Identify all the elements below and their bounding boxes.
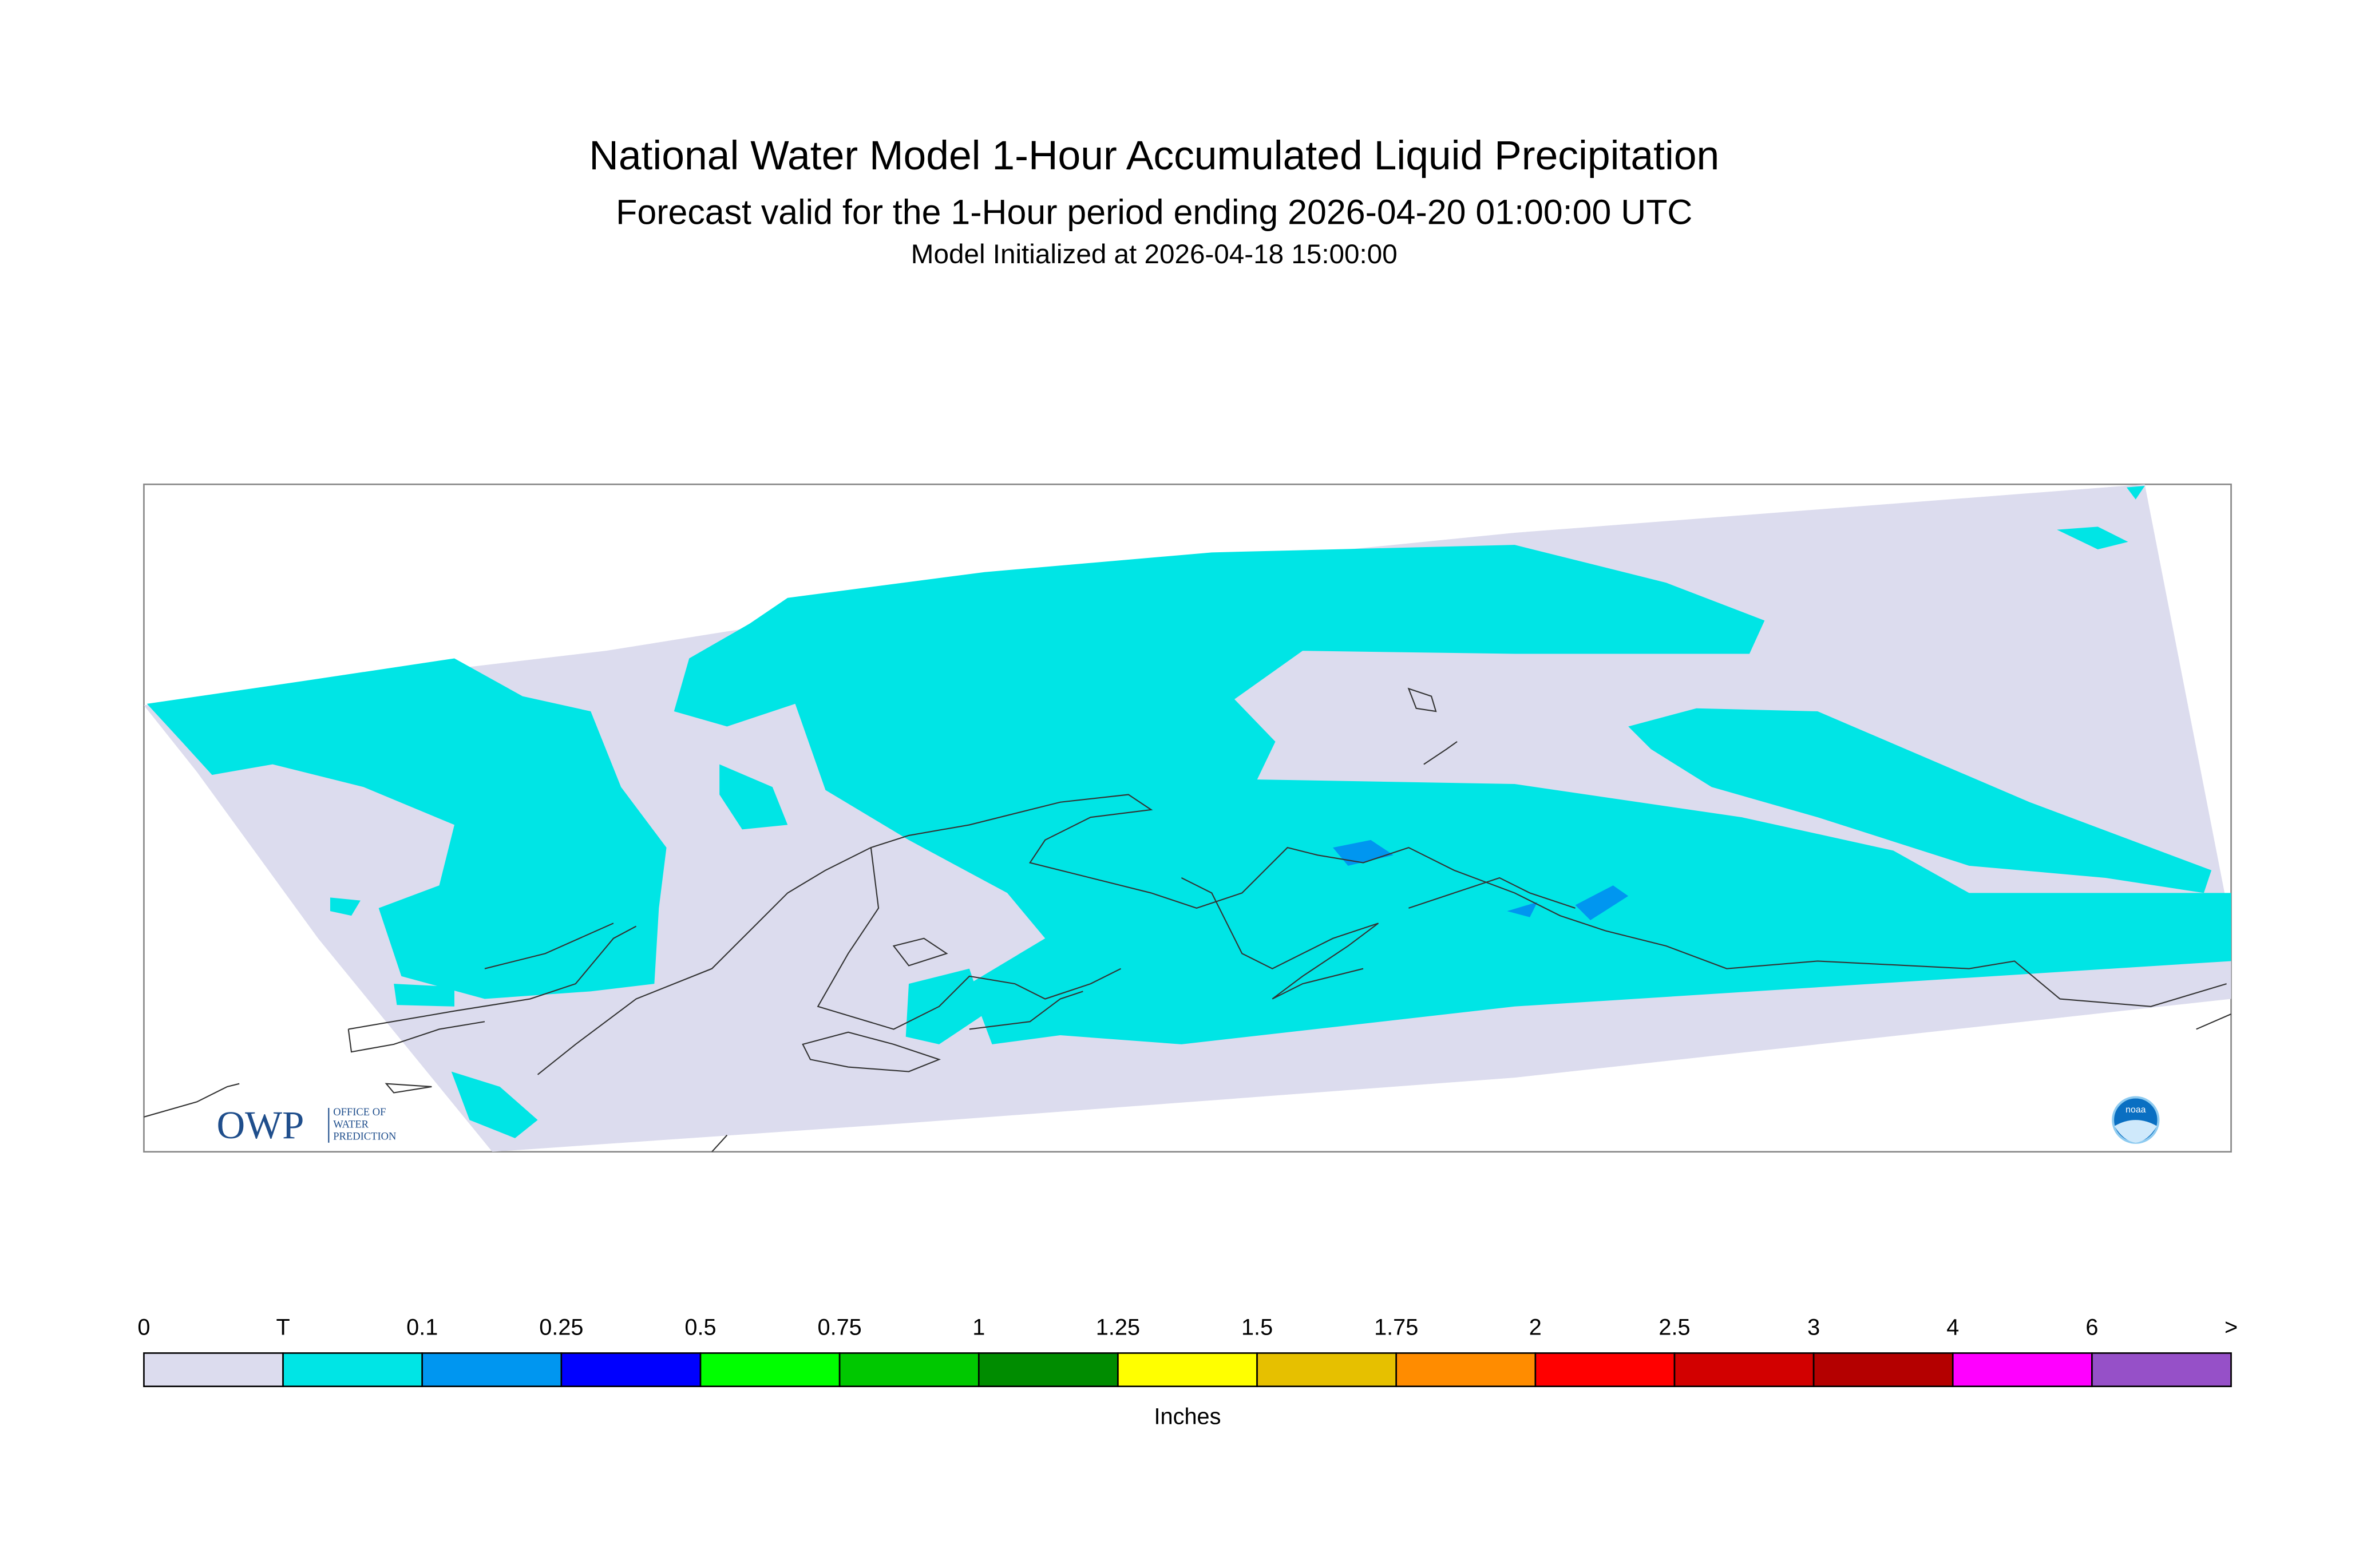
legend-label: 2 — [1529, 1315, 1542, 1340]
owp-logo-text: OWP — [216, 1103, 304, 1147]
legend-label: 0 — [137, 1315, 150, 1340]
legend-swatch — [282, 1352, 423, 1387]
legend: Inches 0 T 0.1 0.25 0.5 0.75 1 1.25 1.5 1.75 2 2.5 3… — [137, 1315, 2238, 1430]
legend-swatch — [143, 1352, 284, 1387]
owp-name-line: PREDICTION — [333, 1131, 396, 1143]
owp-logo: OWP OFFICE OF WATER PREDICTION — [216, 1103, 396, 1147]
owp-name-line: WATER — [333, 1118, 369, 1130]
legend-label: 0.75 — [818, 1315, 862, 1340]
legend-swatch — [560, 1352, 702, 1387]
legend-swatch — [1256, 1352, 1398, 1387]
legend-swatch — [1395, 1352, 1537, 1387]
legend-label: 0.25 — [539, 1315, 583, 1340]
legend-swatch — [1534, 1352, 1676, 1387]
legend-label: T — [276, 1315, 290, 1340]
legend-swatch — [1952, 1352, 2093, 1387]
noaa-logo-text: noaa — [2125, 1105, 2146, 1115]
legend-label: 2.5 — [1658, 1315, 1690, 1340]
legend-label: 4 — [1946, 1315, 1959, 1340]
owp-name-line: OFFICE OF — [333, 1106, 386, 1118]
legend-swatch — [977, 1352, 1119, 1387]
legend-swatch — [699, 1352, 841, 1387]
legend-swatch — [838, 1352, 980, 1387]
legend-label: 1.25 — [1096, 1315, 1140, 1340]
legend-label: 1 — [972, 1315, 985, 1340]
init-time: Model Initialized at 2026-04-18 15:00:00 — [911, 239, 1398, 270]
coastline — [144, 687, 2231, 1152]
legend-label: 1.75 — [1374, 1315, 1418, 1340]
legend-swatch — [1117, 1352, 1258, 1387]
legend-label: 3 — [1807, 1315, 1820, 1340]
legend-label: 0.1 — [406, 1315, 438, 1340]
legend-label: 0.5 — [684, 1315, 716, 1340]
legend-swatch — [1812, 1352, 1954, 1387]
subtitle: Forecast valid for the 1-Hour period end… — [616, 192, 1692, 231]
precip-light — [1333, 840, 1629, 921]
legend-unit: Inches — [1154, 1404, 1221, 1430]
legend-label: 1.5 — [1241, 1315, 1273, 1340]
noaa-logo: noaa — [2112, 1096, 2160, 1144]
legend-swatch — [2091, 1352, 2232, 1387]
legend-swatch — [421, 1352, 563, 1387]
map: OWP OFFICE OF WATER PREDICTION noaa — [143, 484, 2232, 1153]
title: National Water Model 1-Hour Accumulated … — [589, 133, 1719, 179]
legend-swatch — [1673, 1352, 1815, 1387]
legend-label: > — [2224, 1315, 2238, 1340]
precip-trace — [147, 485, 2231, 1138]
legend-label: 6 — [2085, 1315, 2098, 1340]
